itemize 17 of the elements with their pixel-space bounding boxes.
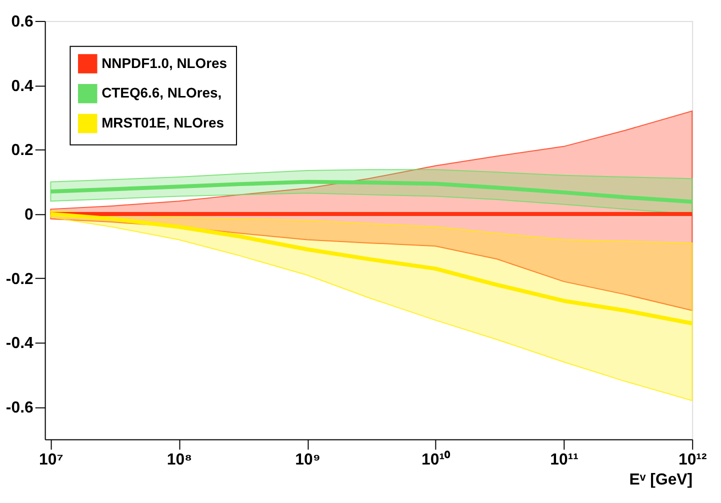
x-axis-title: Eᵛ [GeV] [629,472,693,489]
legend-label: NNPDF1.0, NLOres [102,54,228,71]
y-tick-label: 0.2 [11,142,34,160]
x-tick-label: 10⁷ [39,452,64,469]
y-tick-label: -0.6 [6,400,34,417]
y-tick-label: -0.2 [6,270,34,288]
x-tick-label: 10⁸ [166,452,192,469]
y-tick-label: 0.6 [11,13,34,30]
y-tick-label: 0.4 [11,78,34,95]
legend-label: MRST01E, NLOres [102,114,224,131]
x-tick-label: 10¹¹ [550,452,578,469]
y-tick-label: 0 [24,206,34,224]
x-tick-label: 10¹² [678,452,707,469]
x-tick-label: 10⁹ [295,452,320,469]
y-tick-label: -0.4 [6,335,34,352]
x-tick-label: 10¹⁰ [422,450,451,469]
legend-label: CTEQ6.6, NLOres, [102,84,222,101]
